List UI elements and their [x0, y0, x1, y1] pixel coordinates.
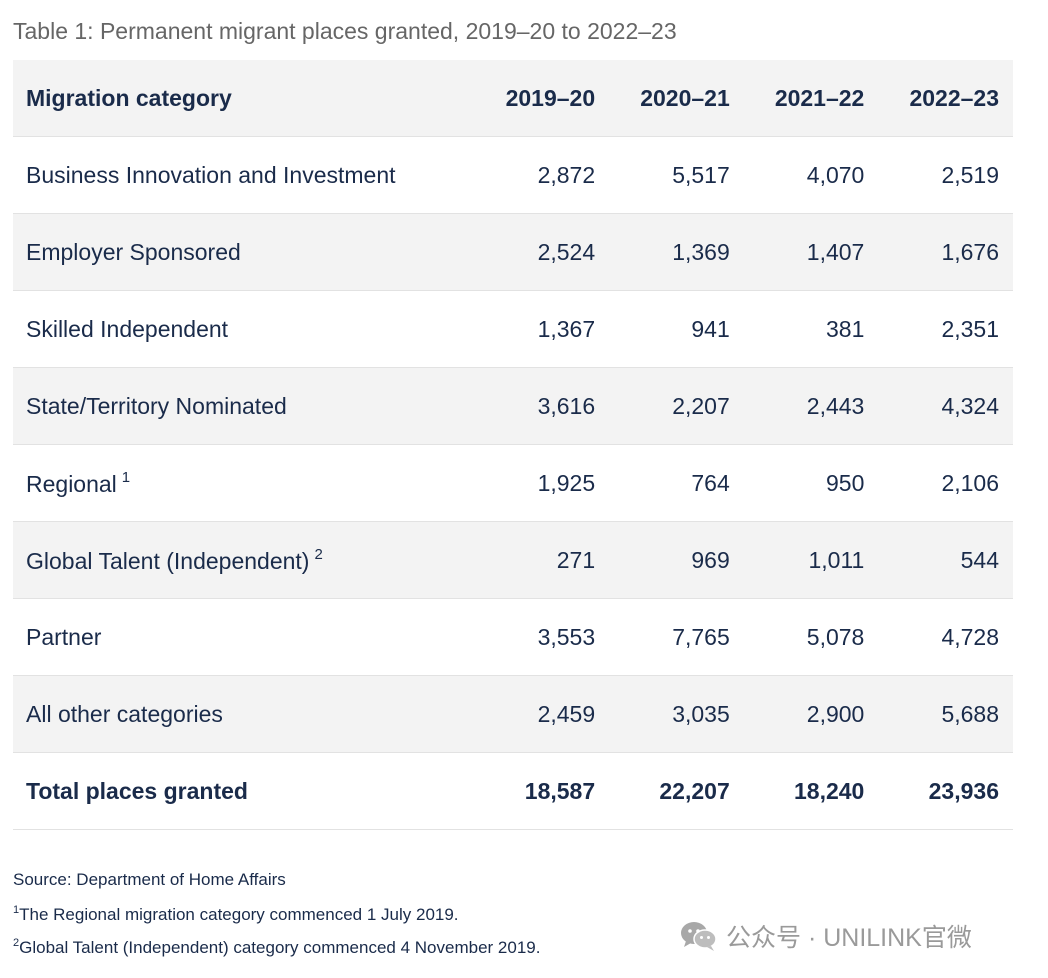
row-value: 1,407 [729, 213, 865, 291]
footnote-marker: 1 [121, 468, 131, 486]
row-value: 2,106 [864, 444, 1013, 522]
total-value: 18,240 [729, 752, 865, 830]
total-row: Total places granted 18,587 22,207 18,24… [13, 752, 1013, 830]
row-category: All other categories [13, 675, 463, 753]
row-value: 7,765 [595, 598, 730, 676]
table-header-row: Migration category 2019–20 2020–21 2021–… [13, 60, 1013, 137]
watermark: 公众号 · UNILINK官微 [680, 918, 972, 954]
wechat-icon [680, 920, 718, 952]
row-value: 2,900 [729, 675, 865, 753]
row-value: 1,369 [595, 213, 730, 291]
row-value: 941 [595, 290, 730, 368]
row-value: 950 [729, 444, 865, 522]
total-label: Total places granted [13, 752, 463, 830]
total-value: 23,936 [864, 752, 1013, 830]
row-category: Skilled Independent [13, 290, 463, 368]
footnote-marker: 2 [314, 545, 323, 563]
table-caption: Table 1: Permanent migrant places grante… [13, 18, 677, 44]
row-value: 4,070 [729, 136, 865, 214]
table-row: Partner 3,553 7,765 5,078 4,728 [13, 598, 1013, 676]
row-value: 3,035 [595, 675, 730, 753]
row-value: 2,524 [462, 213, 596, 291]
header-year-2020-21: 2020–21 [595, 60, 730, 137]
row-category: State/Territory Nominated [13, 367, 463, 445]
footnote-1-mark: 1 [13, 904, 20, 916]
footnote-2: 2Global Talent (Independent) category co… [13, 937, 540, 958]
row-category: Regional 1 [13, 444, 463, 522]
footnote-2-mark: 2 [13, 937, 20, 949]
header-year-2019-20: 2019–20 [462, 60, 596, 137]
row-value: 381 [729, 290, 865, 368]
row-value: 3,616 [462, 367, 596, 445]
footnote-1: 1The Regional migration category commenc… [13, 904, 459, 925]
row-value: 1,367 [462, 290, 596, 368]
row-value: 1,676 [864, 213, 1013, 291]
row-category: Global Talent (Independent) 2 [13, 521, 463, 599]
table-row: All other categories 2,459 3,035 2,900 5… [13, 675, 1013, 753]
table-row: Regional 1 1,925 764 950 2,106 [13, 444, 1013, 522]
watermark-text: 公众号 · UNILINK官微 [726, 924, 972, 952]
row-value: 969 [595, 521, 730, 599]
table-row: Skilled Independent 1,367 941 381 2,351 [13, 290, 1013, 368]
row-value: 5,688 [864, 675, 1013, 753]
footnote-1-text: The Regional migration category commence… [19, 905, 459, 924]
row-value: 544 [864, 521, 1013, 599]
row-value: 4,324 [864, 367, 1013, 445]
row-category: Partner [13, 598, 463, 676]
total-value: 18,587 [462, 752, 596, 830]
row-value: 2,872 [462, 136, 596, 214]
row-value: 2,519 [864, 136, 1013, 214]
row-value: 4,728 [864, 598, 1013, 676]
header-year-2021-22: 2021–22 [729, 60, 865, 137]
source-note: Source: Department of Home Affairs [13, 870, 286, 889]
header-category: Migration category [13, 60, 463, 137]
row-value: 5,078 [729, 598, 865, 676]
table-row: Global Talent (Independent) 2 271 969 1,0… [13, 521, 1013, 599]
row-value: 2,351 [864, 290, 1013, 368]
row-value: 1,925 [462, 444, 596, 522]
row-value: 1,011 [729, 521, 865, 599]
table-row: Employer Sponsored 2,524 1,369 1,407 1,6… [13, 213, 1013, 291]
migration-table: Migration category 2019–20 2020–21 2021–… [13, 60, 1013, 830]
row-value: 2,443 [729, 367, 865, 445]
row-value: 2,459 [462, 675, 596, 753]
row-value: 3,553 [462, 598, 596, 676]
row-value: 5,517 [595, 136, 730, 214]
row-category: Business Innovation and Investment [13, 136, 463, 214]
header-year-2022-23: 2022–23 [864, 60, 1013, 137]
table-row: Business Innovation and Investment 2,872… [13, 136, 1013, 214]
total-value: 22,207 [595, 752, 730, 830]
table-row: State/Territory Nominated 3,616 2,207 2,… [13, 367, 1013, 445]
row-category: Employer Sponsored [13, 213, 463, 291]
row-value: 271 [462, 521, 596, 599]
row-value: 764 [595, 444, 730, 522]
row-value: 2,207 [595, 367, 730, 445]
footnote-2-text: Global Talent (Independent) category com… [19, 938, 541, 957]
